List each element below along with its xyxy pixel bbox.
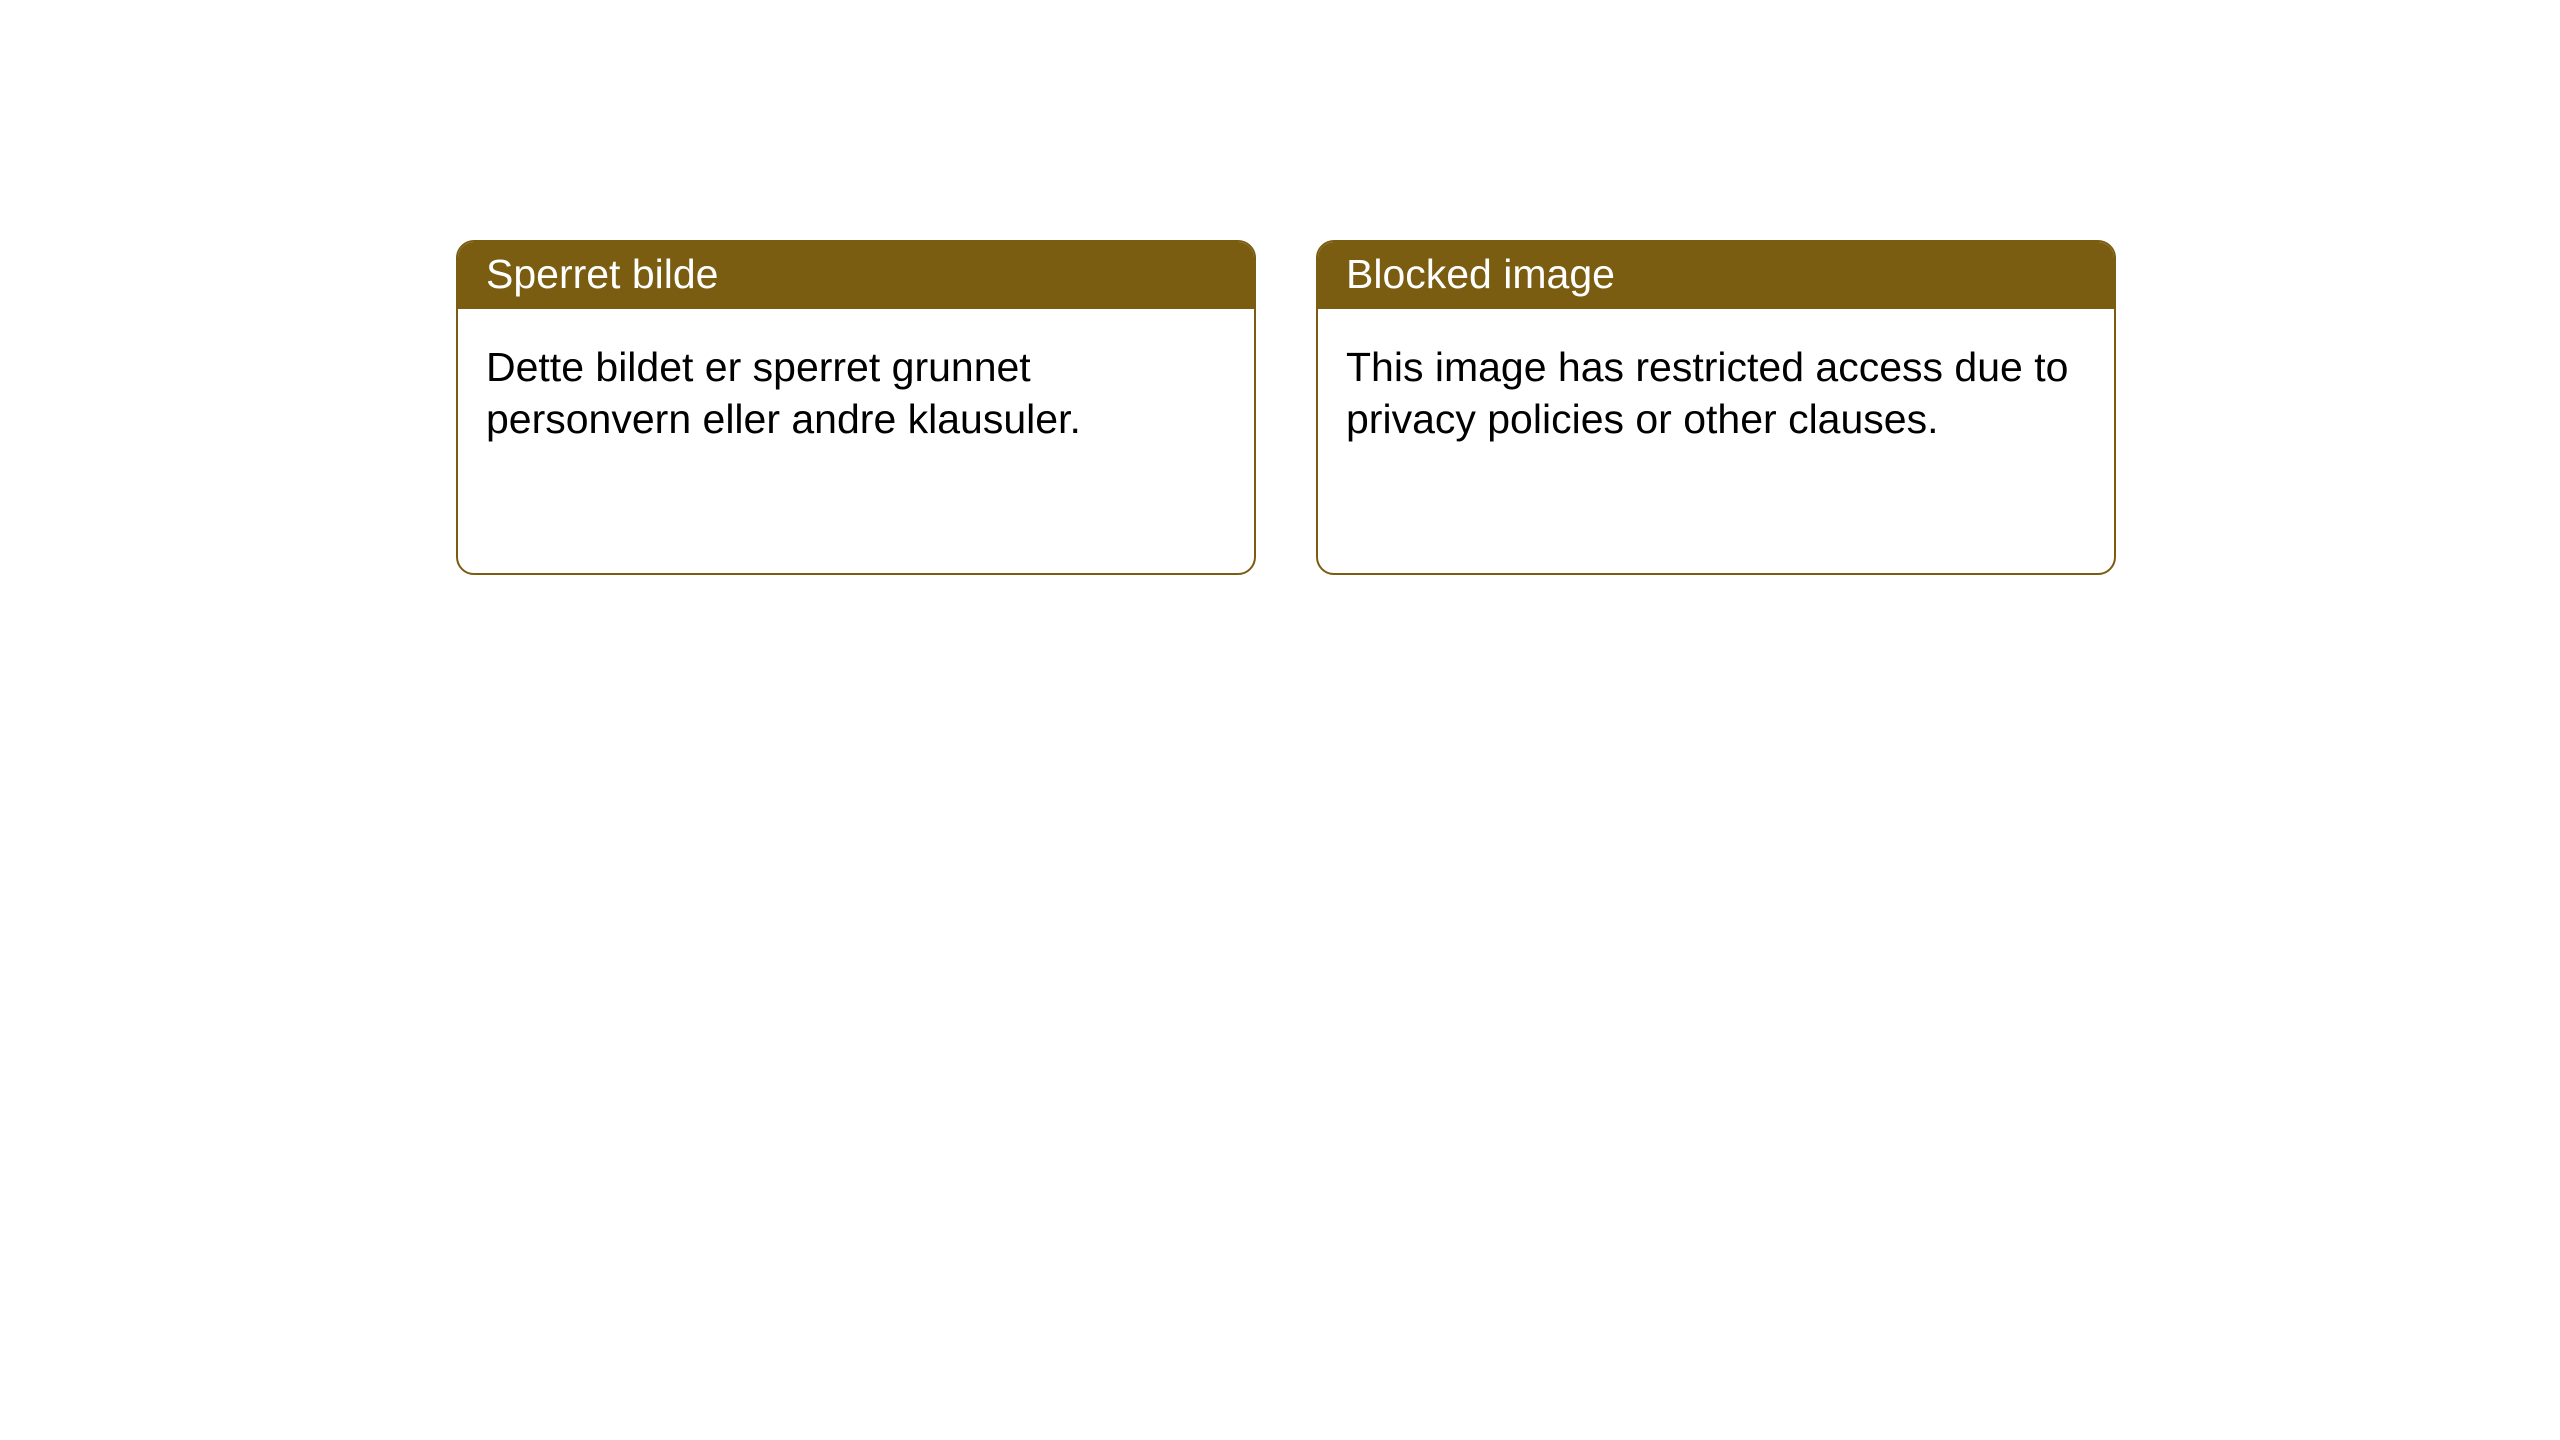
card-body: This image has restricted access due to … — [1318, 309, 2114, 477]
blocked-image-card-norwegian: Sperret bilde Dette bildet er sperret gr… — [456, 240, 1256, 575]
notice-container: Sperret bilde Dette bildet er sperret gr… — [0, 0, 2560, 575]
card-body: Dette bildet er sperret grunnet personve… — [458, 309, 1254, 477]
card-header: Blocked image — [1318, 242, 2114, 309]
card-header: Sperret bilde — [458, 242, 1254, 309]
blocked-image-card-english: Blocked image This image has restricted … — [1316, 240, 2116, 575]
